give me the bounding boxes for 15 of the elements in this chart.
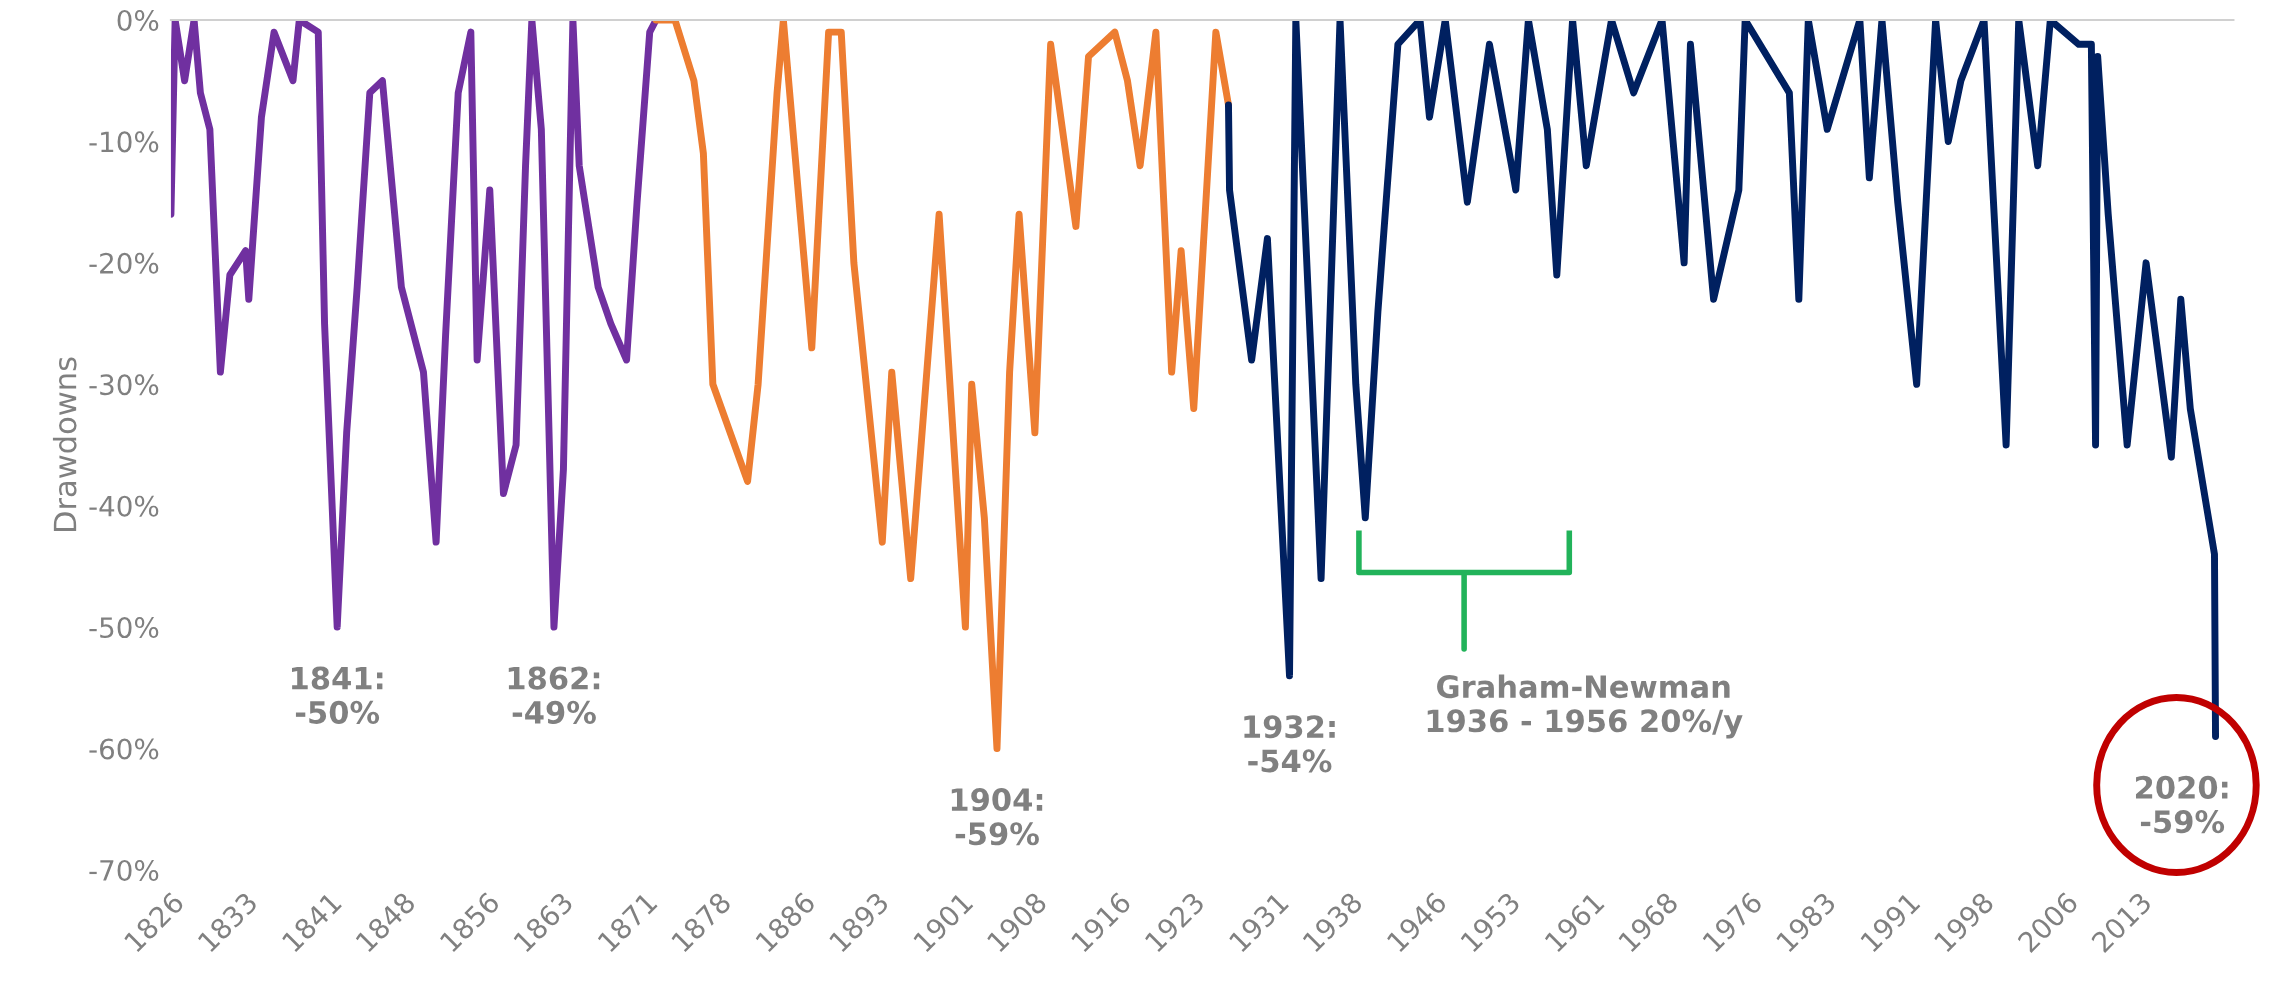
y-axis-title: Drawdowns <box>52 357 77 532</box>
y-tick-label: -40% <box>89 495 159 517</box>
annotation: 2020: -59% <box>2135 775 2228 834</box>
y-tick-label: 0% <box>117 9 159 31</box>
annotation: 1932: -54% <box>1244 715 1335 773</box>
annotation: Graham-Newman 1936 - 1956 20%/y <box>1427 674 1743 739</box>
annotation: 1862: -49% <box>508 666 600 724</box>
y-tick-label: -60% <box>89 738 159 760</box>
annotation: 1841: -50% <box>292 666 383 724</box>
y-tick-label: -10% <box>89 131 159 153</box>
y-tick-label: -70% <box>89 859 159 881</box>
y-tick-label: -50% <box>89 617 159 639</box>
annotation: 1904: -59% <box>951 788 1043 846</box>
y-tick-label: -30% <box>89 374 159 396</box>
y-tick-label: -20% <box>89 252 159 274</box>
